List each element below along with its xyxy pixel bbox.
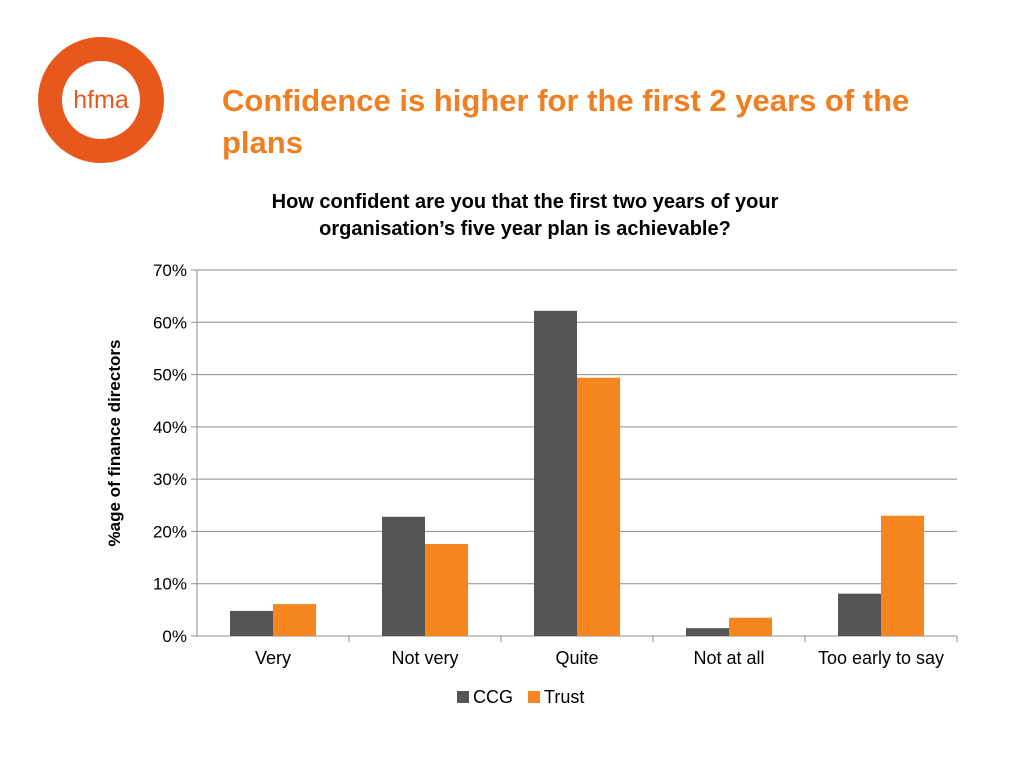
x-tick-label: Too early to say — [818, 648, 944, 668]
bar-ccg-not-very — [382, 516, 425, 636]
bar-trust-not-very — [425, 543, 468, 636]
bar-ccg-very — [230, 610, 273, 636]
y-tick-label: 70% — [153, 261, 187, 280]
bar-ccg-too-early-to-say — [838, 593, 881, 636]
chart-title-line: How confident are you that the first two… — [272, 191, 779, 213]
bar-trust-not-at-all — [729, 617, 772, 636]
y-tick-label: 40% — [153, 418, 187, 437]
hfma-logo: hfma — [38, 37, 164, 163]
chart-title-line: organisation’s five year plan is achieva… — [319, 218, 731, 240]
y-tick-label: 50% — [153, 366, 187, 385]
x-tick-label: Not very — [391, 648, 458, 668]
bar-ccg-quite — [534, 310, 577, 636]
y-tick-label: 10% — [153, 575, 187, 594]
slide-title: Confidence is higher for the first 2 yea… — [222, 83, 910, 160]
bar-ccg-not-at-all — [686, 628, 729, 636]
legend-label-ccg: CCG — [473, 687, 513, 707]
y-tick-label: 60% — [153, 313, 187, 332]
legend-swatch-ccg — [457, 691, 469, 703]
x-tick-label: Quite — [555, 648, 598, 668]
x-tick-label: Very — [255, 648, 291, 668]
y-tick-label: 0% — [162, 627, 187, 646]
logo-ring — [38, 37, 164, 163]
bar-trust-too-early-to-say — [881, 515, 924, 636]
y-tick-label: 20% — [153, 522, 187, 541]
y-tick-label: 30% — [153, 470, 187, 489]
legend-label-trust: Trust — [544, 687, 584, 707]
bar-trust-very — [273, 604, 316, 636]
logo-text: hfma — [73, 86, 129, 114]
x-tick-label: Not at all — [693, 648, 764, 668]
bar-trust-quite — [577, 377, 620, 636]
legend-swatch-trust — [528, 691, 540, 703]
y-axis-label: %age of finance directors — [105, 340, 124, 547]
